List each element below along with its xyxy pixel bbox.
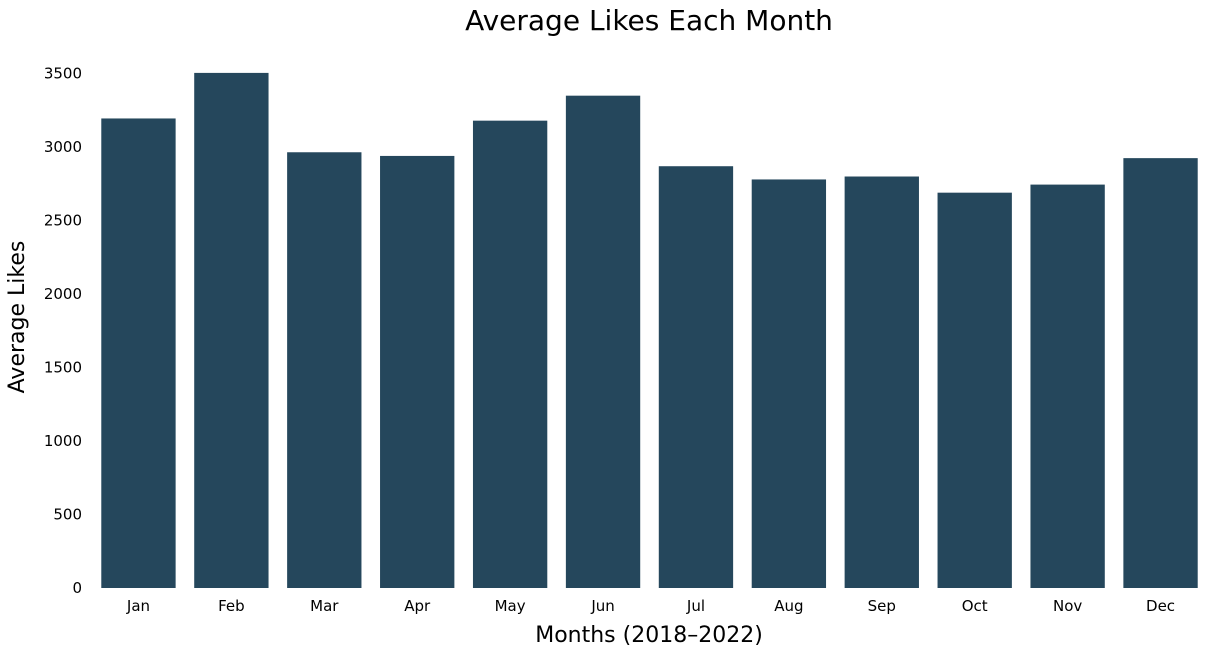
x-axis-ticks: Jan Feb Mar Apr May Jun Jul Aug Sep Oct Nov Dec [126,597,1175,615]
bar-mar [287,152,362,588]
x-tick-label-aug: Aug [774,597,803,615]
y-tick-label: 1500 [44,359,82,377]
x-tick-label-jan: Jan [126,597,150,615]
bar-nov [1030,184,1105,588]
y-tick-label: 2000 [44,285,82,303]
bar-aug [751,179,827,588]
x-tick-label-oct: Oct [962,597,988,615]
y-tick-label: 1000 [44,432,82,450]
bar-jan [101,118,176,589]
x-tick-label-dec: Dec [1146,597,1175,615]
y-tick-label: 500 [53,506,82,524]
x-tick-label-mar: Mar [310,597,339,615]
x-tick-label-sep: Sep [868,597,896,615]
bars-group [101,72,1198,589]
y-axis-ticks: 0 500 1000 1500 2000 2500 3000 3500 [44,65,82,597]
x-tick-label-apr: Apr [404,597,431,615]
y-tick-label: 3500 [44,65,82,83]
x-tick-label-feb: Feb [218,597,245,615]
bar-apr [380,155,455,588]
y-tick-label: 0 [72,579,82,597]
bar-jun [565,95,641,588]
x-tick-label-jul: Jul [686,597,705,615]
chart-title: Average Likes Each Month [465,4,833,37]
x-tick-label-jun: Jun [590,597,614,615]
bar-jul [658,166,734,588]
bar-may [472,120,548,588]
bar-feb [194,72,269,588]
y-tick-label: 3000 [44,138,82,156]
bar-oct [937,192,1012,589]
bar-sep [844,176,919,588]
bar-dec [1123,158,1198,588]
y-tick-label: 2500 [44,212,82,230]
x-axis-label: Months (2018–2022) [535,623,763,648]
x-tick-label-nov: Nov [1053,597,1082,615]
y-axis-label: Average Likes [5,241,30,394]
x-tick-label-may: May [495,597,526,615]
